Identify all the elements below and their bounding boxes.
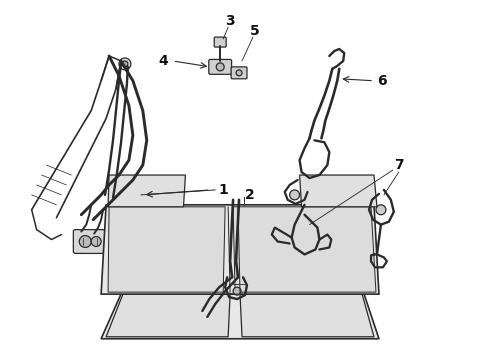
- Circle shape: [122, 61, 128, 67]
- Circle shape: [301, 234, 310, 242]
- Polygon shape: [101, 205, 379, 294]
- Polygon shape: [108, 175, 185, 207]
- Circle shape: [79, 235, 91, 247]
- Text: 5: 5: [250, 24, 260, 38]
- FancyBboxPatch shape: [209, 59, 232, 74]
- Polygon shape: [108, 207, 225, 292]
- Circle shape: [91, 237, 101, 247]
- Polygon shape: [299, 175, 377, 207]
- Text: 1: 1: [218, 183, 228, 197]
- Circle shape: [376, 205, 386, 215]
- Circle shape: [119, 58, 131, 70]
- FancyBboxPatch shape: [214, 37, 226, 47]
- Polygon shape: [233, 207, 376, 292]
- Text: 6: 6: [377, 74, 387, 88]
- Polygon shape: [101, 294, 379, 339]
- Text: 4: 4: [159, 54, 169, 68]
- Text: 3: 3: [225, 14, 235, 28]
- Circle shape: [236, 70, 242, 76]
- Circle shape: [233, 287, 241, 295]
- FancyBboxPatch shape: [74, 230, 105, 253]
- Polygon shape: [240, 294, 374, 337]
- Text: 2: 2: [245, 188, 255, 202]
- Text: 7: 7: [394, 158, 403, 172]
- Circle shape: [297, 230, 314, 246]
- Circle shape: [290, 190, 299, 200]
- FancyBboxPatch shape: [231, 67, 247, 79]
- Polygon shape: [106, 294, 230, 337]
- Circle shape: [216, 63, 224, 71]
